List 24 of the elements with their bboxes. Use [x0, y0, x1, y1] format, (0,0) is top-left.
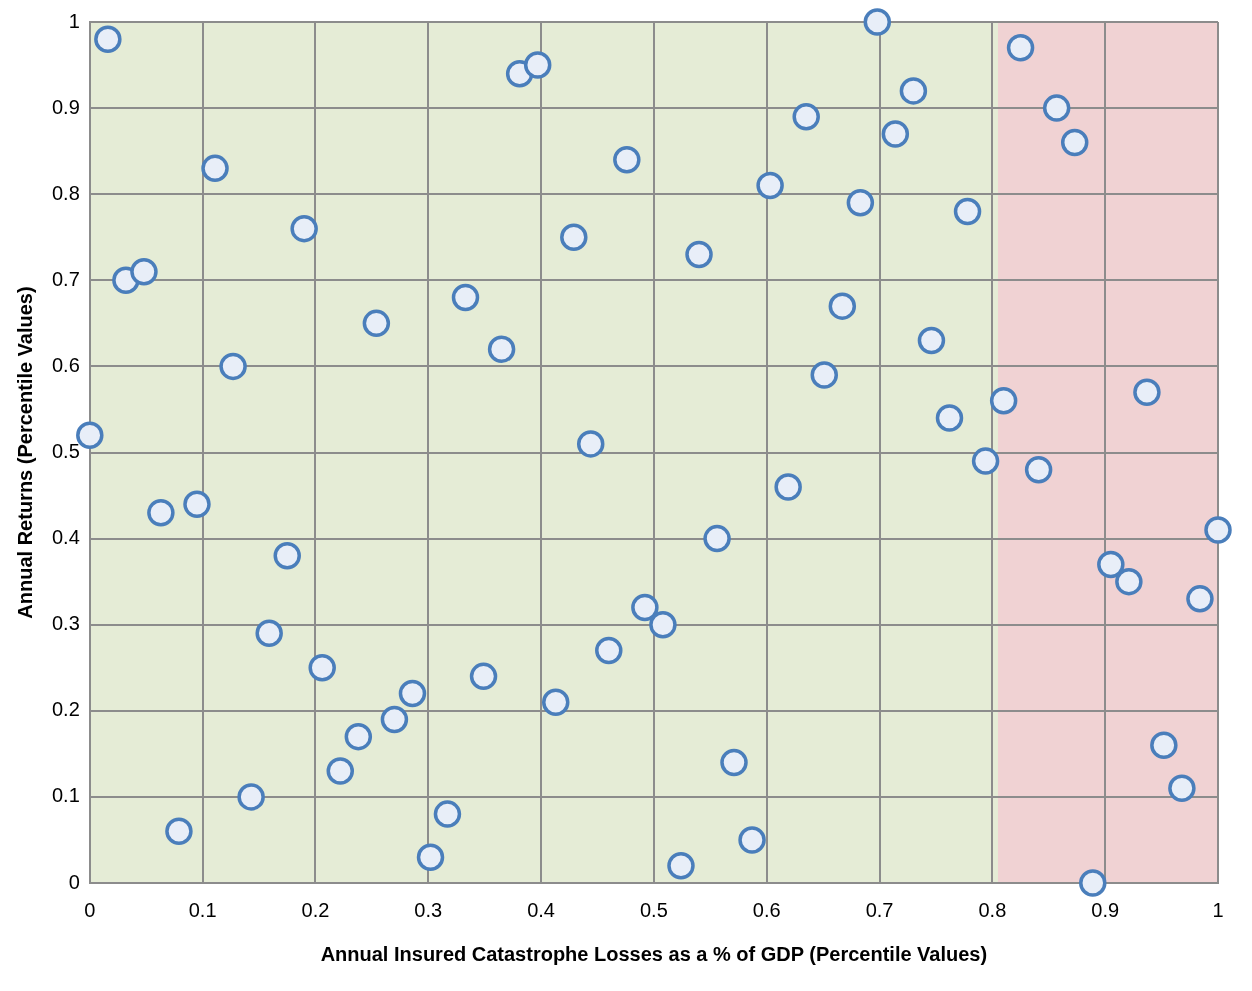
x-tick-label: 0.9 — [1091, 898, 1120, 921]
y-tick-label: 0.7 — [51, 267, 80, 290]
x-tick-label: 0.8 — [978, 898, 1007, 921]
x-tick-label: 0.6 — [752, 898, 781, 921]
x-tick-label: 1 — [1212, 898, 1224, 921]
y-tick-label: 0.3 — [51, 612, 80, 635]
y-tick-label: 0.1 — [51, 784, 80, 807]
y-tick-label: 0.4 — [51, 526, 80, 549]
x-tick-label: 0.4 — [527, 898, 555, 921]
y-tick-label: 0.8 — [51, 181, 80, 204]
y-tick-label: 0.2 — [51, 698, 80, 721]
x-axis-title: Annual Insured Catastrophe Losses as a % of GDP (Percentile Values) — [320, 942, 988, 965]
x-tick-label: 0 — [84, 898, 96, 921]
x-tick-label: 0.2 — [301, 898, 330, 921]
x-tick-label: 0.5 — [640, 898, 668, 921]
y-tick-label: 1 — [68, 9, 80, 32]
x-tick-label: 0.7 — [865, 898, 894, 921]
x-tick-label: 0.1 — [188, 898, 217, 921]
y-tick-label: 0.6 — [51, 353, 80, 376]
y-axis-title: Annual Returns (Percentile Values) — [13, 286, 36, 619]
y-tick-label: 0 — [68, 870, 80, 893]
y-tick-label: 0.9 — [51, 95, 80, 118]
y-tick-label: 0.5 — [51, 440, 80, 463]
x-tick-label: 0.3 — [414, 898, 443, 921]
